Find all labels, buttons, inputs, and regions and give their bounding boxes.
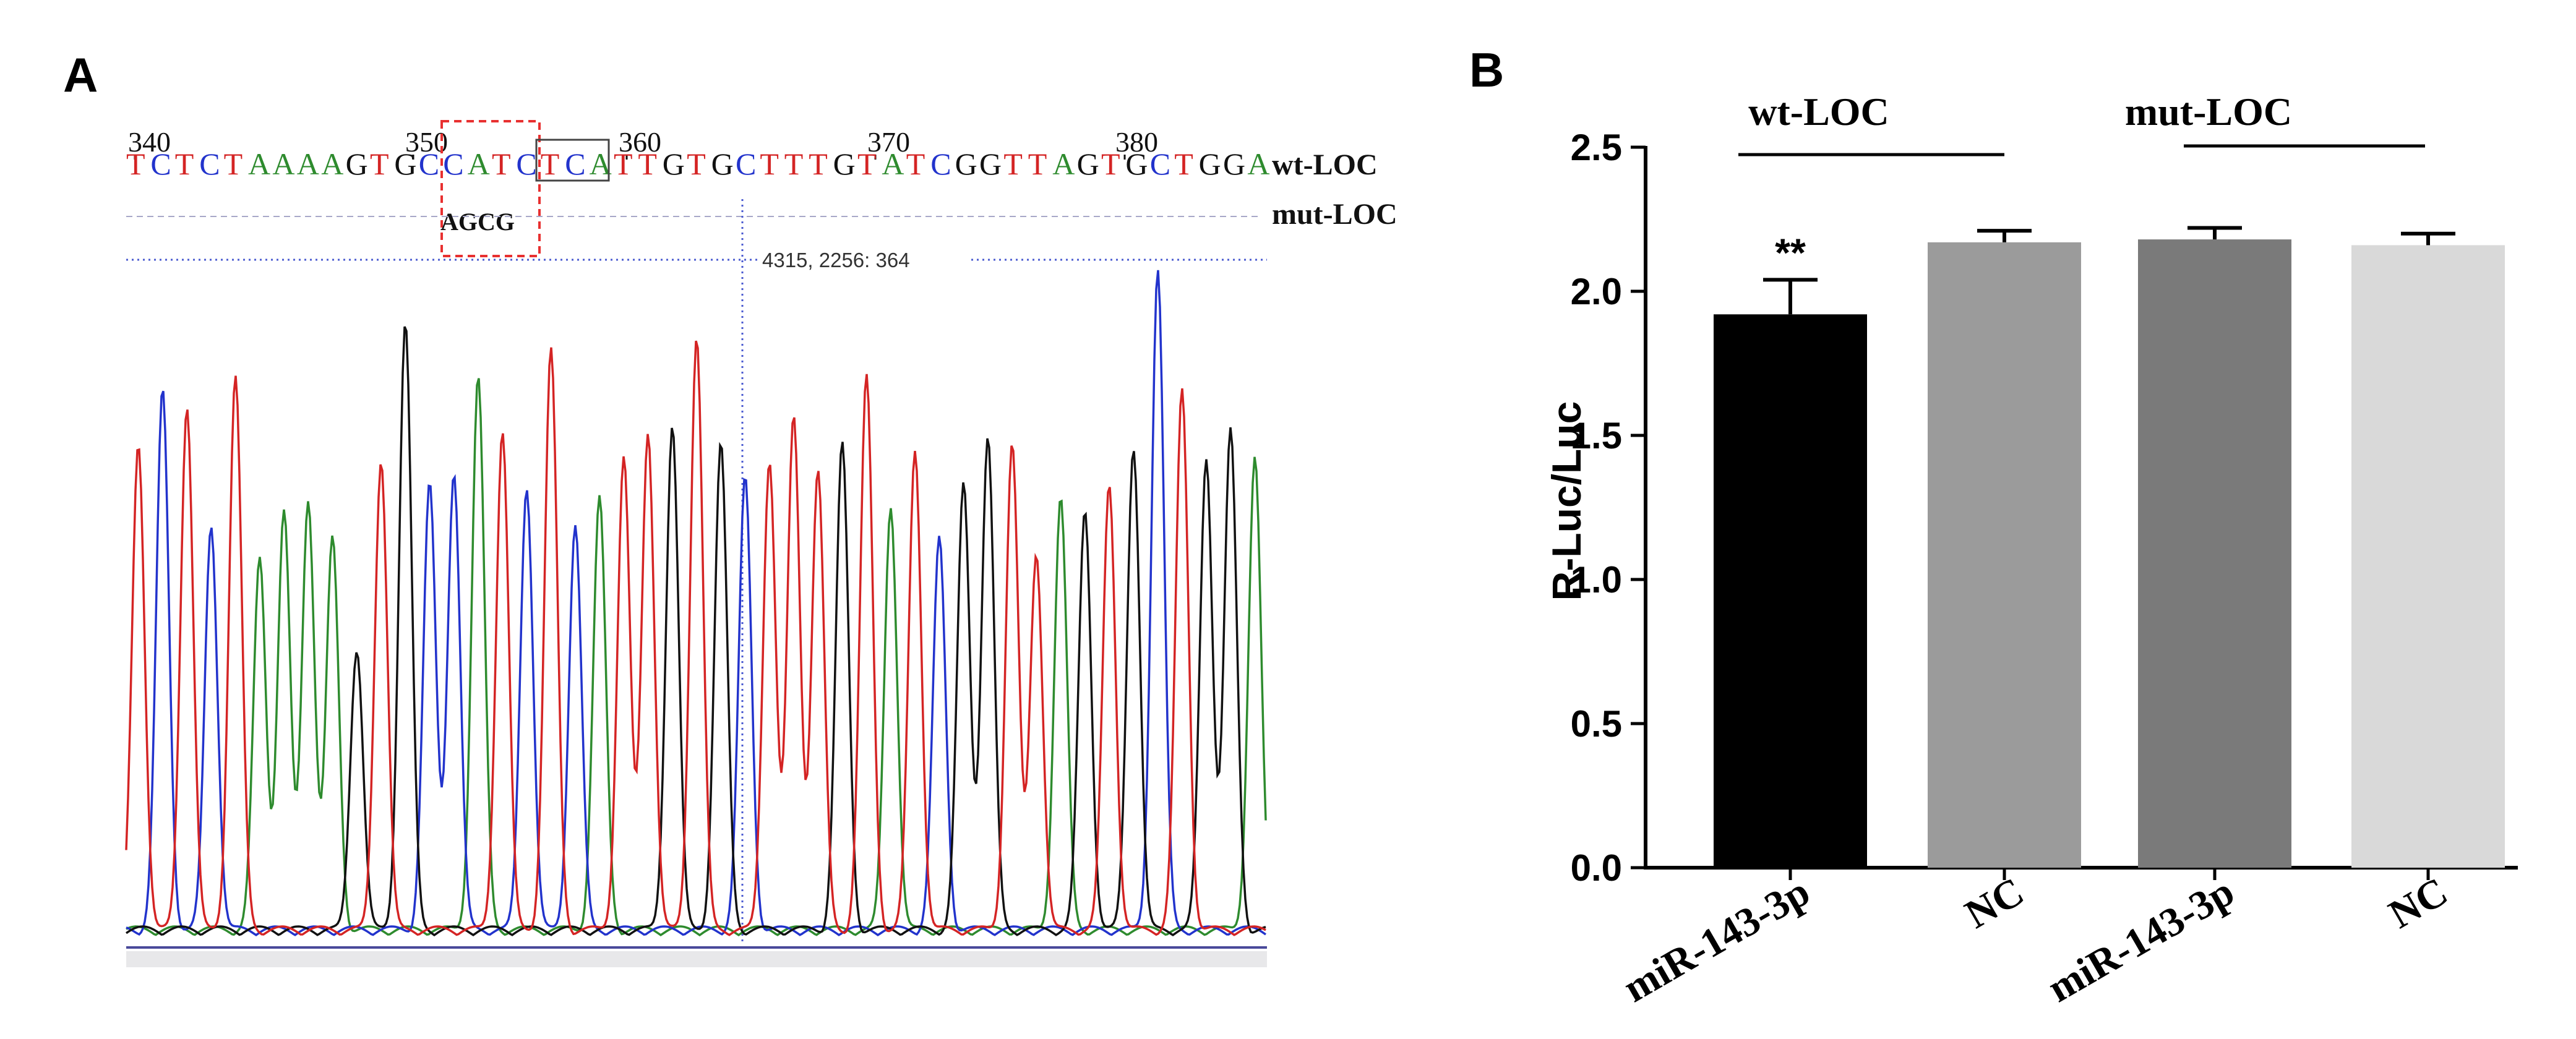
sequence-base: C — [736, 147, 756, 181]
y-tick-label: 1.5 — [1571, 415, 1622, 456]
sequence-base: C — [419, 147, 439, 181]
sequence-base: G — [711, 147, 734, 181]
sequence-base: T — [809, 147, 828, 181]
seed-region-box — [535, 139, 610, 182]
sequence-base: T — [175, 147, 194, 181]
sequence-base: T — [784, 147, 804, 181]
sequence-base: T — [760, 147, 779, 181]
sequence-base: G — [979, 147, 1002, 181]
sequence-base: C — [150, 147, 171, 181]
bar — [2138, 239, 2291, 868]
sequence-base: T — [614, 147, 633, 181]
sequence-base: A — [297, 147, 319, 181]
mutation-site-box — [440, 120, 541, 257]
sequence-base: C — [516, 147, 536, 181]
sequence-base: C — [1150, 147, 1170, 181]
ruler-tick: 370 — [867, 126, 910, 158]
sequence-base: T — [857, 147, 877, 181]
sequence-base: T — [1003, 147, 1023, 181]
trace-G — [126, 326, 1266, 937]
y-tick-label: 2.0 — [1571, 271, 1622, 312]
sequence-base: G — [1077, 147, 1099, 181]
sequence-base: T — [906, 147, 925, 181]
y-tick-label: 0.5 — [1571, 703, 1622, 745]
sequence-base: T — [687, 147, 706, 181]
chromatogram — [125, 270, 1267, 937]
ruler-tick: 380 — [1115, 126, 1158, 158]
sequence-base: T — [370, 147, 389, 181]
wt-loc-label: wt-LOC — [1272, 148, 1378, 181]
sequence-base: T — [1174, 147, 1193, 181]
sequence-base: G — [1223, 147, 1245, 181]
sequence-base: T — [126, 147, 145, 181]
sequence-base: C — [443, 147, 463, 181]
mut-loc-group-label: mut-LOC — [2125, 90, 2292, 134]
ruler-tick: 360 — [619, 126, 661, 158]
y-tick-label: 0.0 — [1571, 847, 1622, 889]
sequence-base: T — [1101, 147, 1120, 181]
sequence-base: G — [394, 147, 416, 181]
mut-loc-label: mut-LOC — [1272, 198, 1397, 231]
bar — [1714, 314, 1867, 868]
sequence-base: T — [492, 147, 511, 181]
trace-T — [125, 340, 1266, 936]
sequence-base: A — [1052, 147, 1075, 181]
chromatogram-scrollbar — [126, 951, 1267, 967]
sequence-base: G — [1125, 147, 1148, 181]
trace-A — [126, 378, 1267, 937]
x-tick-label: miR-143-3p — [2040, 869, 2241, 1011]
y-axis-label: R-Luc/Luc — [1543, 401, 1589, 601]
sequence-base: A — [1247, 147, 1269, 181]
sequence-base: G — [663, 147, 685, 181]
sequence-base: C — [199, 147, 220, 181]
ruler-marks — [134, 155, 1126, 160]
wt-loc-group-label: wt-LOC — [1748, 90, 1889, 134]
ruler-tick: 340 — [128, 126, 171, 158]
bar — [2351, 245, 2505, 868]
sequence-base: C — [565, 147, 585, 181]
panel-a-label: A — [63, 48, 98, 102]
sequence-base: G — [1199, 147, 1221, 181]
sequence-base: A — [248, 147, 270, 181]
y-tick-label: 2.5 — [1571, 127, 1622, 168]
x-tick-label: miR-143-3p — [1616, 869, 1817, 1011]
sequence-base: G — [346, 147, 368, 181]
y-tick-label: 1.0 — [1571, 559, 1622, 601]
sequence-base: G — [833, 147, 856, 181]
sequence-base: T — [638, 147, 657, 181]
sequence-base: T — [541, 147, 560, 181]
sequence-base: A — [882, 147, 904, 181]
panel-b-label: B — [1469, 43, 1504, 97]
mutant-sequence: AGCG — [440, 208, 515, 236]
sequence-base: A — [468, 147, 490, 181]
sequence-ruler: 340 350 360 370 380 — [128, 126, 1158, 158]
sequence-base: A — [321, 147, 343, 181]
bar — [1928, 242, 2081, 868]
x-tick-label: NC — [2381, 869, 2455, 938]
sequence-base: T — [1028, 147, 1047, 181]
sequence-base: C — [930, 147, 951, 181]
sequence-base: A — [272, 147, 294, 181]
sequence-base: G — [955, 147, 977, 181]
significance-marker: ** — [1775, 230, 1806, 275]
x-tick-label: NC — [1957, 869, 2031, 938]
panel-b: B wt-LOC mut-LOC R-Luc/Luc 0.0 0.5 1.0 1.5 2… — [1469, 43, 2518, 1011]
cursor-readout: 4315, 2256: 364 — [762, 249, 910, 272]
sequence-base: T — [224, 147, 243, 181]
